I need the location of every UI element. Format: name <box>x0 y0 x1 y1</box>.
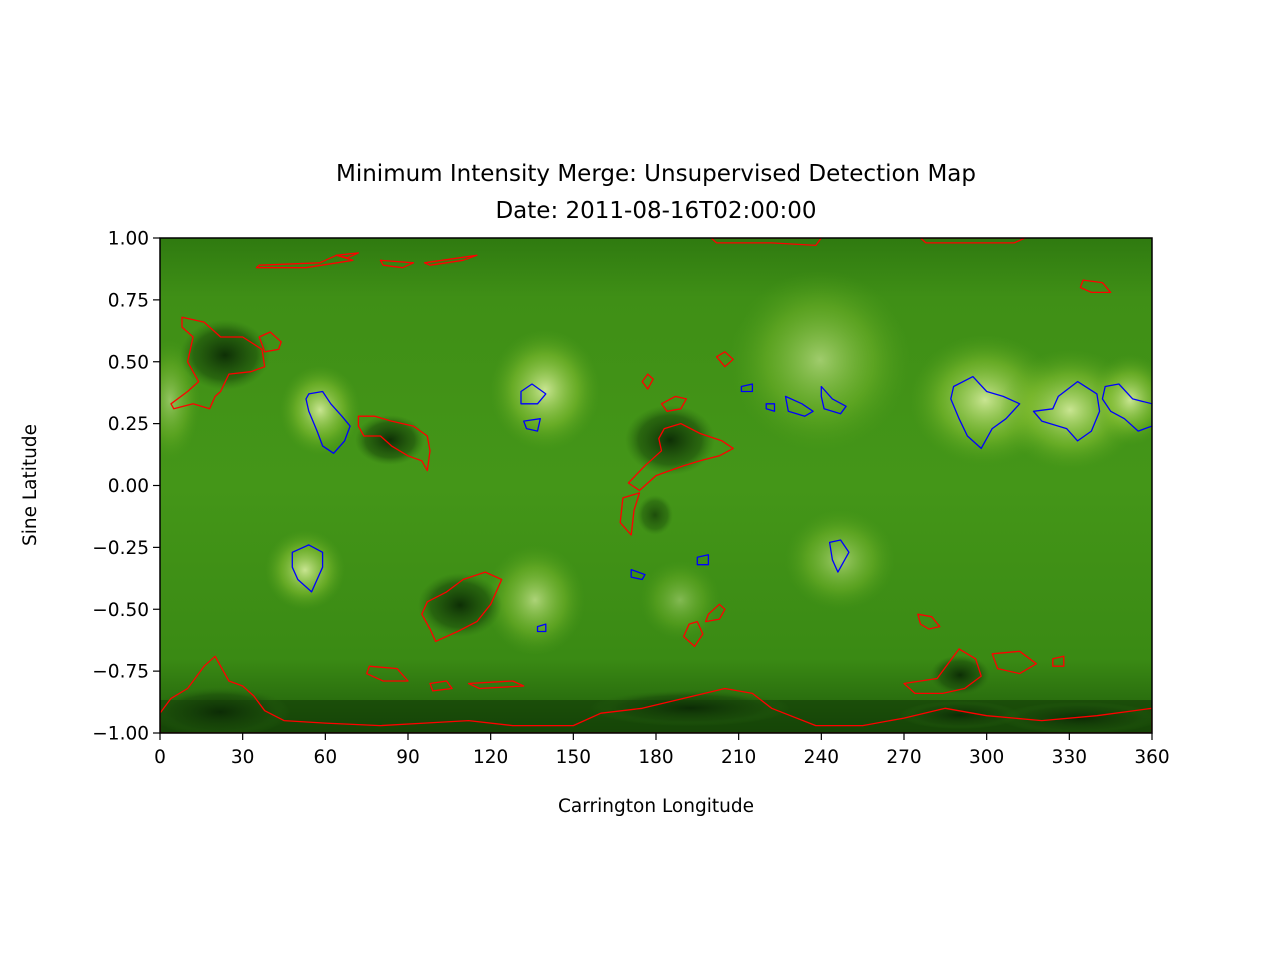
coronal-hole-contour <box>715 351 734 368</box>
active-region-contour <box>765 403 776 412</box>
x-tick-label: 0 <box>154 747 166 768</box>
active-region-contour <box>523 418 541 432</box>
coronal-hole-contour <box>170 316 266 410</box>
coronal-hole-contour <box>919 238 1026 244</box>
y-tick-label: −1.00 <box>92 724 149 745</box>
x-axis: 0 30 60 90 120 150 180 210 240 270 300 330 360 <box>154 733 1170 768</box>
x-tick-label: 270 <box>886 747 921 768</box>
x-tick-label: 120 <box>473 747 508 768</box>
coronal-hole-contour <box>903 648 982 695</box>
active-region-contour <box>536 623 547 633</box>
active-region-contour <box>630 568 646 581</box>
coronal-hole-contour <box>619 492 641 536</box>
coronal-hole-contour <box>710 238 822 247</box>
active-region-contour <box>305 390 351 454</box>
x-tick-label: 240 <box>804 747 839 768</box>
x-tick-label: 60 <box>314 747 338 768</box>
coronal-hole-contour <box>423 254 478 266</box>
coronal-hole-contour <box>682 620 704 648</box>
chart-subtitle: Date: 2011-08-16T02:00:00 <box>495 198 816 224</box>
map-texture <box>160 270 1152 733</box>
y-tick-label: −0.75 <box>92 662 149 683</box>
coronal-hole-contour <box>1052 655 1065 667</box>
x-tick-label: 300 <box>969 747 1004 768</box>
coronal-hole-contour <box>1079 279 1112 294</box>
coronal-hole-contour <box>467 680 525 690</box>
y-tick-label: 0.00 <box>108 476 149 497</box>
coronal-hole-contour <box>255 254 354 269</box>
y-tick-label: 0.75 <box>108 290 149 311</box>
x-axis-label: Carrington Longitude <box>558 796 754 817</box>
coronal-hole-contour <box>335 252 360 259</box>
coronal-hole-contour <box>160 655 1152 733</box>
coronal-hole-contour <box>991 650 1037 675</box>
coronal-hole-contour <box>704 603 726 623</box>
active-region-contour <box>784 395 814 417</box>
coronal-hole-contour <box>641 373 654 390</box>
active-region-contour <box>1101 383 1152 432</box>
coronal-hole-contour <box>627 422 734 492</box>
coronal-hole-contour <box>421 571 503 643</box>
chart-title: Minimum Intensity Merge: Unsupervised De… <box>336 161 976 187</box>
active-region-contour <box>520 383 547 405</box>
coronal-hole-contour <box>379 259 415 269</box>
y-tick-label: −0.50 <box>92 600 149 621</box>
x-tick-label: 360 <box>1134 747 1169 768</box>
active-region-contour <box>820 385 847 415</box>
active-region-contour <box>828 539 850 573</box>
coronal-hole-contour <box>366 665 409 682</box>
x-tick-label: 150 <box>556 747 591 768</box>
map-background <box>160 238 1152 733</box>
coronal-hole-contours <box>160 238 1152 733</box>
coronal-hole-contour <box>258 331 282 353</box>
x-tick-label: 90 <box>396 747 420 768</box>
active-region-contour <box>696 554 710 566</box>
active-region-contour <box>1032 380 1101 442</box>
coronal-hole-contour <box>917 613 941 630</box>
y-tick-label: 0.50 <box>108 352 149 373</box>
x-tick-label: 180 <box>638 747 673 768</box>
active-region-contour <box>291 544 324 593</box>
x-tick-label: 330 <box>1052 747 1087 768</box>
active-region-contours <box>291 375 1152 633</box>
active-region-contour <box>740 383 754 393</box>
coronal-hole-contour <box>429 680 453 692</box>
y-tick-label: 1.00 <box>108 229 149 250</box>
y-tick-label: −0.25 <box>92 538 149 559</box>
y-tick-label: 0.25 <box>108 414 149 435</box>
y-axis: −1.00 −0.75 −0.50 −0.25 0.00 0.25 0.50 0.75 1.00 <box>92 229 160 745</box>
x-tick-label: 30 <box>231 747 255 768</box>
y-axis-label: Sine Latitude <box>20 424 41 546</box>
plot-area <box>160 238 1152 733</box>
coronal-hole-contour <box>357 415 431 472</box>
x-tick-label: 210 <box>721 747 756 768</box>
active-region-contour <box>950 375 1021 450</box>
coronal-hole-contour <box>660 395 687 412</box>
